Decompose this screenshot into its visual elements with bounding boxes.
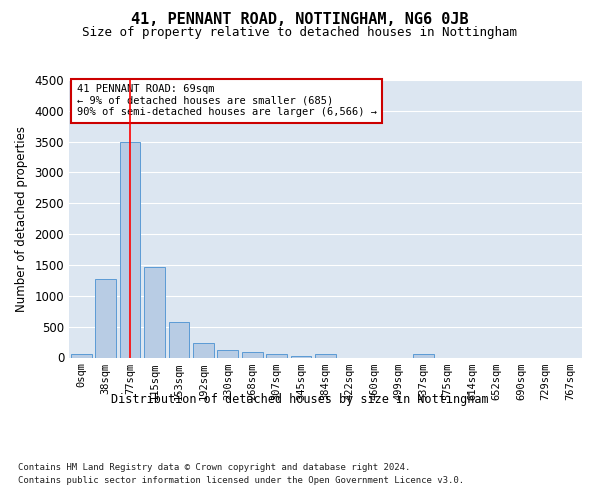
Bar: [315, 354, 336, 358]
Text: Contains HM Land Registry data © Crown copyright and database right 2024.: Contains HM Land Registry data © Crown c…: [18, 462, 410, 471]
Bar: [290, 356, 311, 358]
Text: 41, PENNANT ROAD, NOTTINGHAM, NG6 0JB: 41, PENNANT ROAD, NOTTINGHAM, NG6 0JB: [131, 12, 469, 28]
Bar: [95, 278, 116, 357]
Bar: [144, 268, 165, 358]
Text: Size of property relative to detached houses in Nottingham: Size of property relative to detached ho…: [83, 26, 517, 39]
Bar: [217, 350, 238, 358]
Bar: [242, 352, 263, 358]
Bar: [266, 354, 287, 358]
Text: Distribution of detached houses by size in Nottingham: Distribution of detached houses by size …: [111, 392, 489, 406]
Text: 41 PENNANT ROAD: 69sqm
← 9% of detached houses are smaller (685)
90% of semi-det: 41 PENNANT ROAD: 69sqm ← 9% of detached …: [77, 84, 377, 117]
Y-axis label: Number of detached properties: Number of detached properties: [14, 126, 28, 312]
Bar: [119, 142, 140, 358]
Bar: [193, 342, 214, 357]
Bar: [169, 322, 190, 358]
Bar: [413, 354, 434, 358]
Bar: [71, 354, 92, 358]
Text: Contains public sector information licensed under the Open Government Licence v3: Contains public sector information licen…: [18, 476, 464, 485]
